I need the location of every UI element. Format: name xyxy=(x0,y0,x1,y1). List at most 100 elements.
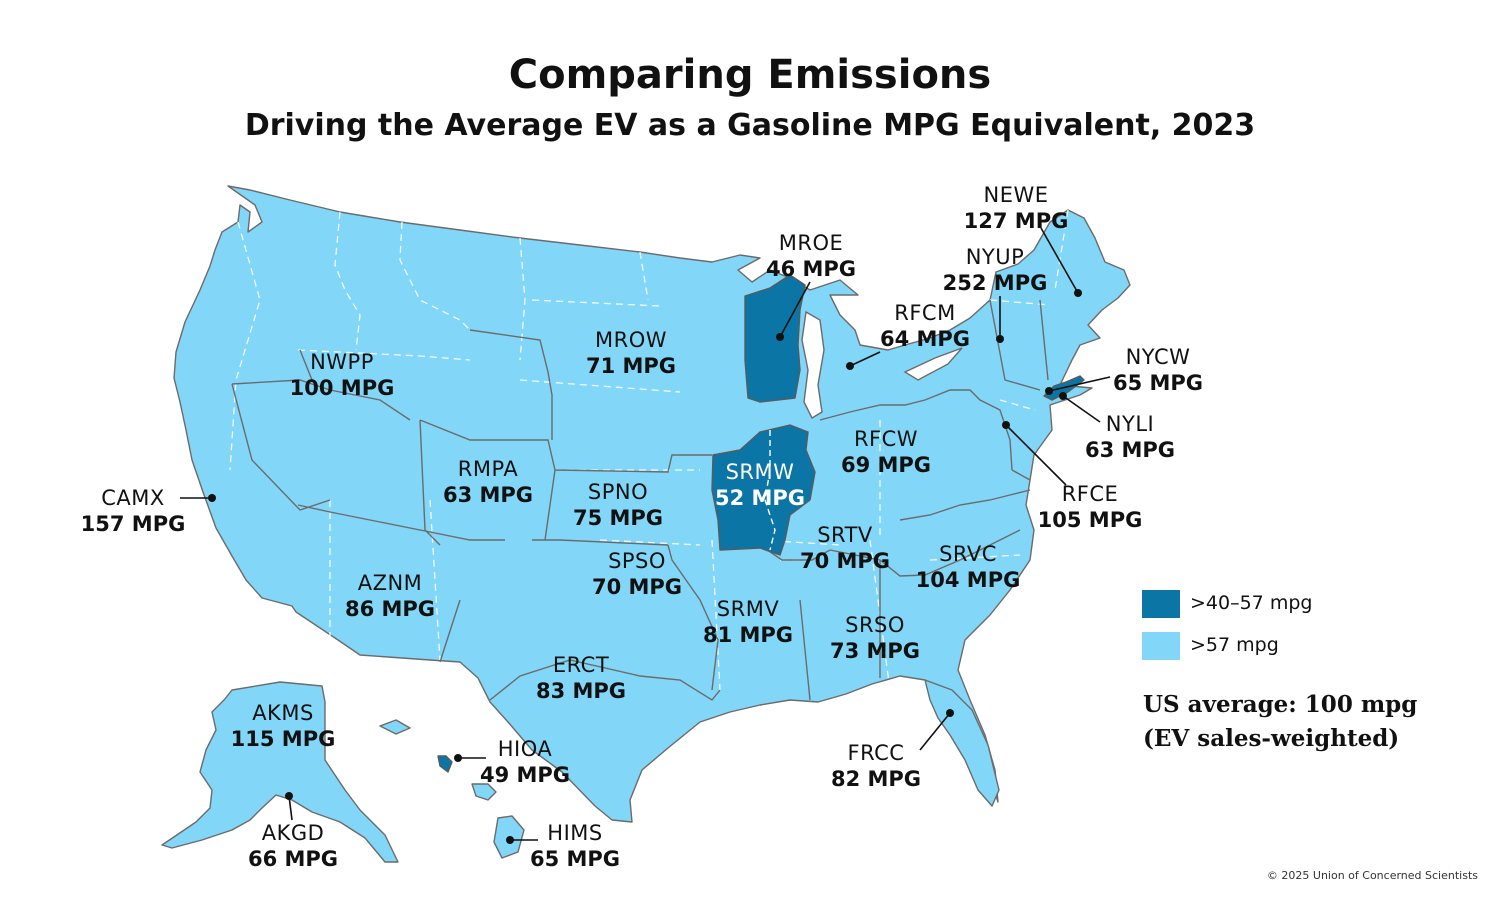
region-code: RFCE xyxy=(1061,482,1119,506)
us-average-line1: US average: 100 mpg xyxy=(1143,691,1418,718)
region-code: NYCW xyxy=(1125,345,1191,369)
region-label-hioa: HIOA 49 MPG xyxy=(480,736,570,788)
lake-erie xyxy=(903,347,963,381)
hawaii-oahu xyxy=(437,755,453,773)
region-code: CAMX xyxy=(101,486,165,510)
region-label-nwpp: NWPP 100 MPG xyxy=(290,349,395,401)
region-mpg: 69 MPG xyxy=(840,453,932,477)
florida xyxy=(924,679,1000,807)
region-code: MROE xyxy=(778,231,844,255)
region-label-srmv: SRMV 81 MPG xyxy=(703,596,793,648)
alaska xyxy=(161,681,399,863)
legend-label: >57 mpg xyxy=(1190,634,1279,656)
region-code: AZNM xyxy=(357,571,423,595)
region-mpg: 104 MPG xyxy=(915,568,1021,592)
legend-swatch xyxy=(1142,590,1180,618)
region-code: NEWE xyxy=(983,183,1049,207)
region-mpg: 70 MPG xyxy=(799,549,891,573)
map-title: Comparing Emissions xyxy=(508,52,992,98)
region-mpg: 63 MPG xyxy=(1084,438,1176,462)
region-label-rmpa: RMPA 63 MPG xyxy=(443,456,533,508)
region-code: NYUP xyxy=(965,245,1025,269)
region-code: SPSO xyxy=(608,549,666,573)
region-code: SRSO xyxy=(845,613,905,637)
region-code: SPNO xyxy=(587,480,649,504)
region-code: SRVC xyxy=(939,542,997,566)
great-lakes xyxy=(801,310,825,419)
region-label-rfce: RFCE 105 MPG xyxy=(1038,481,1143,533)
region-label-nyup: NYUP 252 MPG xyxy=(943,244,1048,296)
region-code: NYLI xyxy=(1105,412,1155,436)
region-code: HIOA xyxy=(497,737,553,761)
region-mpg: 71 MPG xyxy=(585,354,677,378)
region-label-nyli: NYLI 63 MPG xyxy=(1085,411,1175,463)
region-mpg: 65 MPG xyxy=(529,847,621,871)
region-code: SRMW xyxy=(725,460,795,484)
region-label-newe: NEWE 127 MPG xyxy=(964,182,1069,234)
region-label-rfcw: RFCW 69 MPG xyxy=(841,426,931,478)
region-code: MROW xyxy=(594,328,667,352)
mroe-region xyxy=(744,274,806,403)
region-label-spso: SPSO 70 MPG xyxy=(592,548,682,600)
region-mpg: 73 MPG xyxy=(829,639,921,663)
region-code: RFCM xyxy=(894,301,956,325)
region-label-camx: CAMX 157 MPG xyxy=(81,485,186,537)
region-label-srtv: SRTV 70 MPG xyxy=(800,522,890,574)
region-label-nycw: NYCW 65 MPG xyxy=(1113,344,1203,396)
region-mpg: 81 MPG xyxy=(702,623,794,647)
us-average-note: US average: 100 mpg (EV sales-weighted) xyxy=(1143,688,1417,756)
region-mpg: 115 MPG xyxy=(230,727,336,751)
region-mpg: 157 MPG xyxy=(80,512,186,536)
region-label-akms: AKMS 115 MPG xyxy=(231,700,336,752)
region-code: NWPP xyxy=(310,350,374,374)
legend-label: >40–57 mpg xyxy=(1190,592,1313,614)
region-code: SRMV xyxy=(716,597,780,621)
region-mpg: 83 MPG xyxy=(535,679,627,703)
contiguous-us-landmass xyxy=(173,185,1131,823)
region-label-frcc: FRCC 82 MPG xyxy=(831,740,921,792)
region-mpg: 46 MPG xyxy=(765,257,857,281)
region-mpg: 65 MPG xyxy=(1112,371,1204,395)
us-average-line2: (EV sales-weighted) xyxy=(1143,725,1400,752)
region-label-srmw: SRMW 52 MPG xyxy=(715,459,805,511)
region-mpg: 63 MPG xyxy=(442,483,534,507)
legend-swatch xyxy=(1142,632,1180,660)
region-label-spno: SPNO 75 MPG xyxy=(573,479,663,531)
leader-lines xyxy=(180,227,1111,844)
region-mpg: 75 MPG xyxy=(572,506,664,530)
copyright-credit: © 2025 Union of Concerned Scientists xyxy=(1266,869,1478,882)
region-label-mroe: MROE 46 MPG xyxy=(766,230,856,282)
region-code: SRTV xyxy=(817,523,873,547)
region-mpg: 52 MPG xyxy=(714,486,806,510)
region-borders xyxy=(231,299,1049,701)
region-code: AKGD xyxy=(261,821,325,845)
region-mpg: 66 MPG xyxy=(247,847,339,871)
region-code: HIMS xyxy=(547,821,603,845)
region-code: ERCT xyxy=(552,653,610,677)
map-subtitle: Driving the Average EV as a Gasoline MPG… xyxy=(244,108,1256,143)
region-label-akgd: AKGD 66 MPG xyxy=(248,820,338,872)
region-code: RMPA xyxy=(457,457,519,481)
region-mpg: 100 MPG xyxy=(289,376,395,400)
region-mpg: 82 MPG xyxy=(830,767,922,791)
region-code: AKMS xyxy=(252,701,314,725)
region-label-srvc: SRVC 104 MPG xyxy=(916,541,1021,593)
region-label-srso: SRSO 73 MPG xyxy=(830,612,920,664)
region-mpg: 86 MPG xyxy=(344,597,436,621)
region-label-hims: HIMS 65 MPG xyxy=(530,820,620,872)
region-label-aznm: AZNM 86 MPG xyxy=(345,570,435,622)
region-code: FRCC xyxy=(847,741,905,765)
hawaii-maui xyxy=(471,783,497,801)
region-code: RFCW xyxy=(853,427,919,451)
region-mpg: 70 MPG xyxy=(591,575,683,599)
srmw-region xyxy=(711,424,816,556)
alaska-island xyxy=(379,719,411,735)
region-mpg: 127 MPG xyxy=(963,209,1069,233)
region-mpg: 49 MPG xyxy=(479,763,571,787)
region-label-mrow: MROW 71 MPG xyxy=(586,327,676,379)
region-mpg: 105 MPG xyxy=(1037,508,1143,532)
srmw-river xyxy=(764,430,776,551)
region-mpg: 64 MPG xyxy=(879,327,971,351)
region-label-rfcm: RFCM 64 MPG xyxy=(880,300,970,352)
